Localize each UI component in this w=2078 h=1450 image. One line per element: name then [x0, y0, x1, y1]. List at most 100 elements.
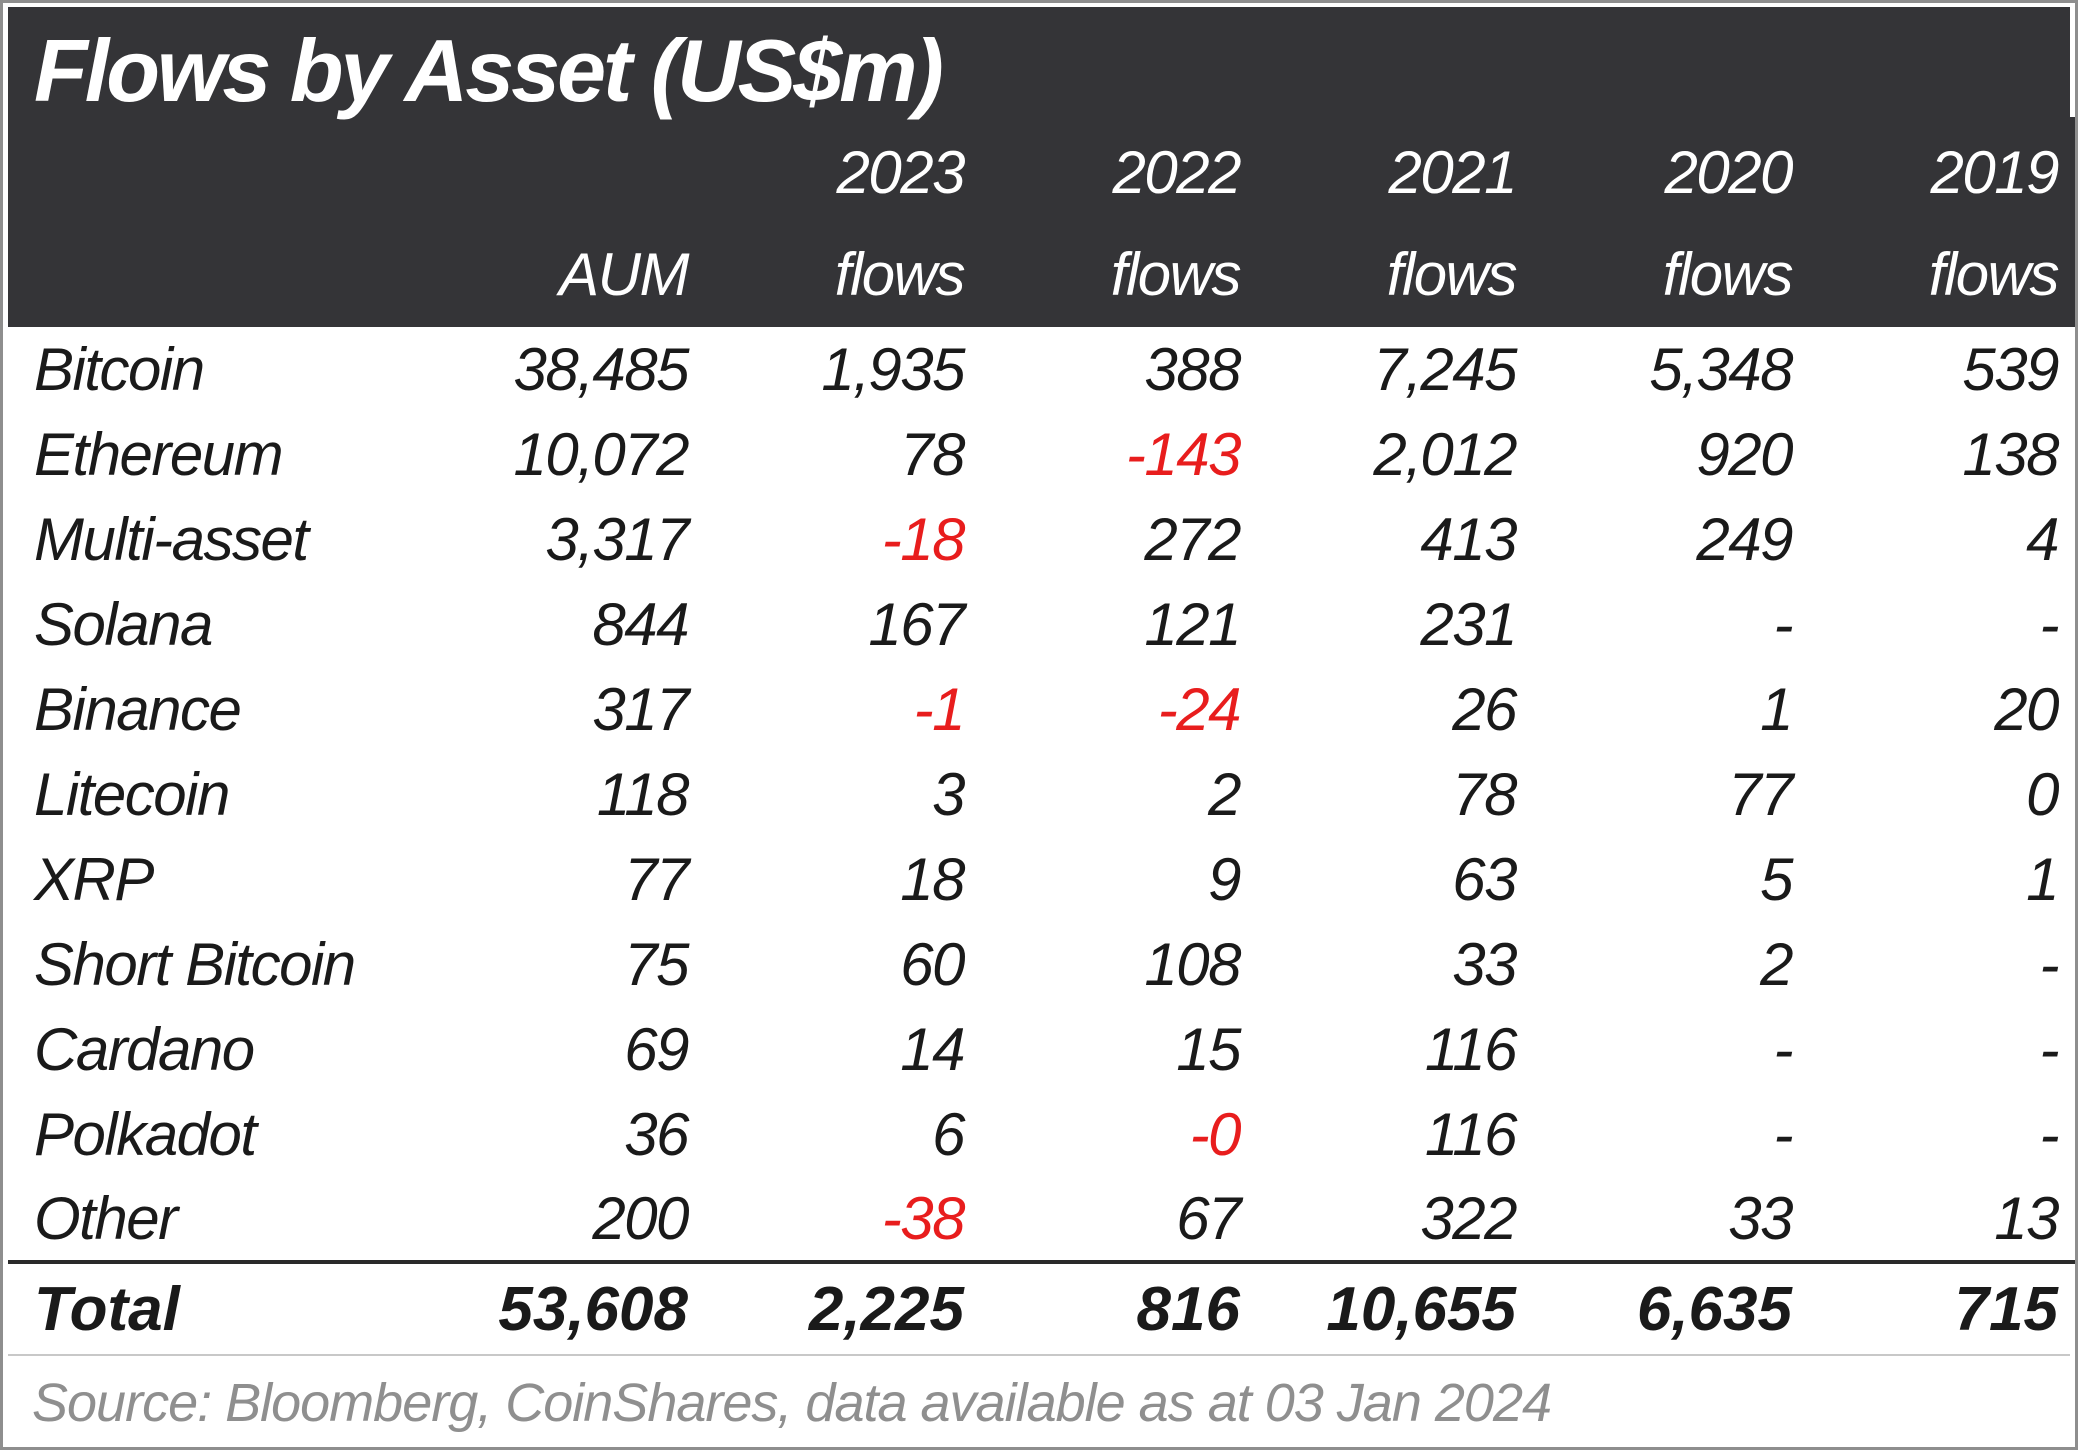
value-cell: 63: [1452, 846, 1517, 914]
table-row: Multi-asset 3,317 -18 272 413 249 4: [8, 497, 2075, 582]
year-header-cell: 2019: [1804, 117, 2075, 210]
value-cell: -: [2039, 1101, 2060, 1169]
value-cell: 413: [1420, 506, 1517, 574]
value-cell: 2: [1760, 931, 1793, 999]
value-cell: 69: [624, 1016, 689, 1084]
value-cell: 1,935: [821, 336, 965, 404]
value-cell: 116: [1424, 1101, 1518, 1169]
value-cell: 6: [932, 1101, 965, 1169]
value-cell: -: [1773, 591, 1794, 659]
value-cell: 33: [1728, 1185, 1793, 1253]
value-cell: 5,348: [1649, 336, 1793, 404]
table-row: Binance 317 -1 -24 26 1 20: [8, 667, 2075, 752]
total-value-cell: 10,655: [1252, 1260, 1528, 1355]
year-header-spacer: [8, 117, 428, 210]
value-cell: 20: [1994, 676, 2059, 744]
value-cell: 78: [900, 421, 965, 489]
value-cell: -143: [1125, 421, 1242, 489]
table-row: Solana 844 167 121 231 - -: [8, 582, 2075, 667]
value-cell: 3: [932, 761, 965, 829]
value-cell: -38: [881, 1185, 966, 1253]
table-row: Other 200 -38 67 322 33 13: [8, 1177, 2075, 1262]
table-row: Cardano 69 14 15 116 - -: [8, 1007, 2075, 1092]
value-cell: 7,245: [1373, 336, 1517, 404]
asset-name-cell: Multi-asset: [34, 506, 309, 574]
total-value-cell: 2,225: [700, 1260, 976, 1355]
asset-name-cell: Litecoin: [34, 761, 230, 829]
asset-name-cell: Bitcoin: [34, 336, 205, 404]
value-cell: 77: [624, 846, 689, 914]
total-value-cell: 816: [976, 1260, 1252, 1355]
asset-name-cell: Solana: [34, 591, 213, 659]
year-header-cell: 2023: [700, 117, 976, 210]
value-cell: 4: [2026, 506, 2059, 574]
value-cell: 116: [1424, 1016, 1518, 1084]
column-header-row: AUM flows flows flows flows flows: [8, 209, 2075, 328]
value-cell: 26: [1452, 676, 1517, 744]
value-cell: -1: [913, 676, 966, 744]
value-cell: 33: [1452, 931, 1517, 999]
value-cell: 200: [592, 1185, 689, 1253]
value-cell: 167: [868, 591, 965, 659]
year-header-cell: 2022: [976, 117, 1252, 210]
total-label-cell: Total: [8, 1260, 428, 1355]
table-header-band: Flows by Asset (US$m): [8, 7, 2070, 120]
table-row: Litecoin 118 3 2 78 77 0: [8, 752, 2075, 837]
value-cell: 108: [1144, 931, 1241, 999]
total-value-cell: 6,635: [1528, 1260, 1804, 1355]
source-note: Source: Bloomberg, CoinShares, data avai…: [8, 1354, 2070, 1446]
asset-name-cell: Binance: [34, 676, 242, 744]
column-header-cell-flows: flows: [1252, 209, 1528, 328]
value-cell: 0: [2026, 761, 2059, 829]
value-cell: -: [1773, 1016, 1794, 1084]
asset-name-cell: Cardano: [34, 1016, 255, 1084]
value-cell: 9: [1208, 846, 1241, 914]
column-header-cell-flows: flows: [1528, 209, 1804, 328]
asset-name-cell: Other: [34, 1185, 178, 1253]
table-row: Bitcoin 38,485 1,935 388 7,245 5,348 539: [8, 327, 2075, 412]
value-cell: 67: [1176, 1185, 1241, 1253]
value-cell: -18: [881, 506, 966, 574]
value-cell: 1: [1760, 676, 1793, 744]
year-header-cell: 2021: [1252, 117, 1528, 210]
value-cell: 1: [2026, 846, 2059, 914]
value-cell: 75: [624, 931, 689, 999]
value-cell: 272: [1144, 506, 1241, 574]
value-cell: 118: [596, 761, 690, 829]
table-row: Short Bitcoin 75 60 108 33 2 -: [8, 922, 2075, 1007]
table-row: Ethereum 10,072 78 -143 2,012 920 138: [8, 412, 2075, 497]
flows-by-asset-table: 2023 2022 2021 2020 2019 AUM flows flows…: [8, 117, 2075, 1355]
value-cell: 322: [1420, 1185, 1517, 1253]
table-row: XRP 77 18 9 63 5 1: [8, 837, 2075, 922]
value-cell: 539: [1962, 336, 2059, 404]
value-cell: 844: [592, 591, 689, 659]
value-cell: 10,072: [513, 421, 689, 489]
value-cell: -: [2039, 1016, 2060, 1084]
year-header-cell: [428, 117, 700, 210]
column-header-cell-flows: flows: [700, 209, 976, 328]
total-row: Total 53,608 2,225 816 10,655 6,635 715: [8, 1260, 2075, 1355]
value-cell: 78: [1452, 761, 1517, 829]
table-body: Bitcoin 38,485 1,935 388 7,245 5,348 539 Ethere…: [8, 327, 2075, 1262]
year-header-cell: 2020: [1528, 117, 1804, 210]
asset-name-cell: Short Bitcoin: [34, 931, 356, 999]
value-cell: 36: [624, 1101, 689, 1169]
value-cell: -24: [1157, 676, 1242, 744]
value-cell: 920: [1696, 421, 1793, 489]
column-header-cell-flows: flows: [976, 209, 1252, 328]
value-cell: 5: [1760, 846, 1793, 914]
value-cell: 14: [900, 1016, 965, 1084]
value-cell: 38,485: [513, 336, 689, 404]
value-cell: -: [2039, 931, 2060, 999]
value-cell: 138: [1962, 421, 2059, 489]
value-cell: 231: [1420, 591, 1517, 659]
value-cell: 77: [1728, 761, 1793, 829]
table-head: 2023 2022 2021 2020 2019 AUM flows flows…: [8, 117, 2075, 328]
table-row: Polkadot 36 6 -0 116 - -: [8, 1092, 2075, 1177]
value-cell: -: [1773, 1101, 1794, 1169]
value-cell: 121: [1144, 591, 1241, 659]
value-cell: 317: [592, 676, 689, 744]
page-title: Flows by Asset (US$m): [34, 21, 944, 120]
column-header-cell-aum: AUM: [428, 209, 700, 328]
